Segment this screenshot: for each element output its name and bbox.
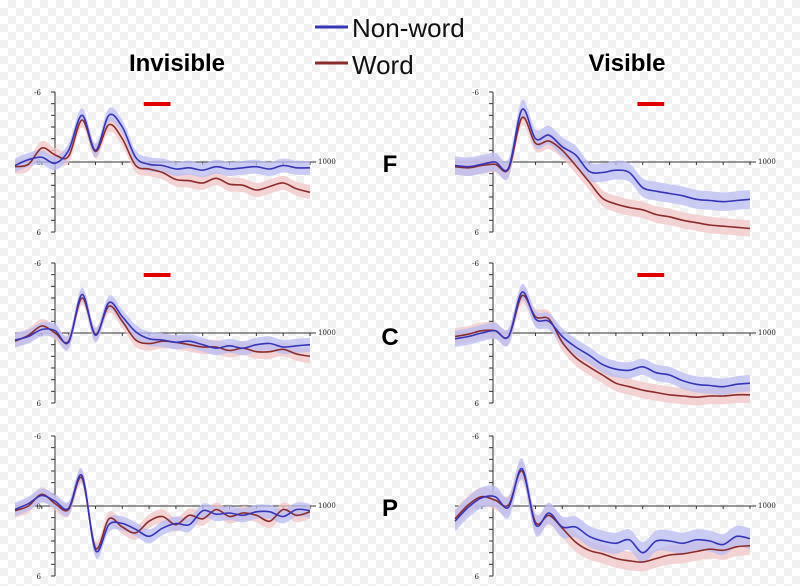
band-nonword-f-invisible	[15, 107, 310, 178]
y-tick-label-p-invisible: 6	[37, 573, 42, 581]
band-word-p-visible	[455, 461, 750, 572]
series-line-word-f-invisible	[14, 119, 311, 194]
row-label-f: F	[383, 151, 398, 178]
legend: Non-word Word	[315, 13, 465, 80]
band-nonword-p-visible	[455, 458, 750, 564]
series-line-nonword-c-invisible	[14, 293, 311, 350]
legend-label-word: Word	[352, 50, 414, 80]
x-tick-label-p-visible: 1000	[758, 502, 776, 510]
series-line-word-p-visible	[454, 470, 751, 563]
y-tick-label-c-visible: 6	[475, 400, 480, 408]
x-tick-label-c-visible: 1000	[758, 329, 776, 337]
x-tick-label-f-invisible: 1000	[318, 158, 336, 166]
column-title-invisible: Invisible	[129, 50, 225, 77]
row-label-c: C	[381, 324, 398, 351]
y-tick-label-p-invisible: -6	[34, 433, 41, 441]
y-tick-label-c-invisible: -6	[34, 260, 41, 268]
series-line-word-f-visible	[454, 116, 751, 230]
y-tick-label-f-invisible: 6	[37, 229, 42, 237]
panels-group: -6061000-6061000-6061000-6061000-6061000…	[14, 89, 776, 581]
series-line-nonword-c-visible	[454, 291, 751, 388]
band-word-f-visible	[455, 109, 750, 237]
y-tick-label-f-visible: 6	[475, 229, 480, 237]
series-line-nonword-p-invisible	[14, 474, 311, 553]
y-tick-label-p-invisible: 0	[37, 503, 41, 511]
band-nonword-c-invisible	[15, 287, 310, 356]
y-tick-label-p-visible: 6	[475, 573, 480, 581]
y-tick-label-p-visible: -6	[472, 433, 479, 441]
band-nonword-c-visible	[455, 283, 750, 395]
series-line-nonword-f-visible	[454, 108, 751, 203]
legend-label-nonword: Non-word	[352, 13, 465, 43]
y-tick-label-f-visible: -6	[472, 89, 479, 97]
y-tick-label-c-visible: -6	[472, 260, 479, 268]
y-tick-label-c-invisible: 6	[37, 400, 42, 408]
row-label-p: P	[382, 495, 398, 522]
series-line-nonword-p-visible	[454, 467, 751, 554]
series-line-nonword-f-invisible	[14, 113, 311, 172]
y-tick-label-f-invisible: -6	[34, 89, 41, 97]
x-tick-label-f-visible: 1000	[758, 158, 776, 166]
series-line-word-p-invisible	[14, 476, 311, 550]
column-title-visible: Visible	[589, 50, 666, 77]
x-tick-label-p-invisible: 1000	[318, 502, 336, 510]
band-word-p-invisible	[15, 470, 310, 556]
panel-p-invisible: -6 0 6 1000	[14, 433, 336, 581]
x-tick-label-c-invisible: 1000	[318, 329, 336, 337]
